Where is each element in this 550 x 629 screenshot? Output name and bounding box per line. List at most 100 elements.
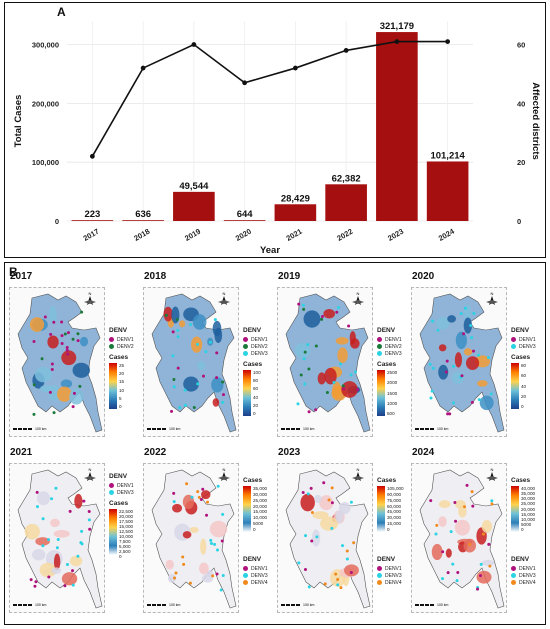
serotype-point xyxy=(50,497,54,501)
serotype-point xyxy=(213,542,217,546)
serotype-point xyxy=(35,505,39,509)
cases-title: Cases xyxy=(109,354,129,361)
serotype-point xyxy=(82,499,86,503)
bar-2020 xyxy=(223,220,266,221)
bar-label-2023: 321,179 xyxy=(380,21,414,32)
legend-item: DENV3 xyxy=(377,572,404,579)
serotype-point xyxy=(72,391,76,395)
serotype-point xyxy=(215,572,219,576)
panel-b: B 2017 N 100 km DENV DENV1 DENV2 Cases 25 20 15 10… xyxy=(4,262,546,625)
legend-item: DENV4 xyxy=(511,579,536,586)
serotype-point xyxy=(87,509,91,513)
colorbar-tick: 60 xyxy=(521,373,527,379)
legend-item: DENV3 xyxy=(109,489,134,496)
bar-label-2019: 49,544 xyxy=(179,181,209,192)
district-patch xyxy=(438,516,447,528)
legend-item: DENV2 xyxy=(377,343,402,350)
serotype-point xyxy=(330,486,334,490)
serotype-point xyxy=(29,578,33,582)
district-patch xyxy=(481,519,493,533)
serotype-point xyxy=(49,332,53,336)
x-tick-label: 2021 xyxy=(285,227,304,243)
district-patch xyxy=(72,362,91,378)
district-patch xyxy=(179,320,186,328)
colorbar-gradient xyxy=(377,370,385,416)
colorbar-tick: 500 xyxy=(387,411,395,416)
district-patch xyxy=(197,361,206,371)
north-label: N xyxy=(357,291,360,296)
serotype-point xyxy=(173,576,177,580)
district-map-svg: N xyxy=(151,291,237,433)
serotype-point xyxy=(195,342,199,346)
serotype-point xyxy=(478,574,482,578)
serotype-point xyxy=(322,481,326,485)
legend-dot xyxy=(377,573,382,578)
serotype-point xyxy=(188,581,192,585)
x-axis-title: Year xyxy=(260,245,280,256)
serotype-point xyxy=(445,359,449,363)
cases-title: Cases xyxy=(377,361,397,368)
colorbar-tick: 80 xyxy=(521,363,527,368)
scale-label: 100 km xyxy=(437,603,449,607)
cases-title: Cases xyxy=(511,477,531,484)
bar-2023 xyxy=(376,32,418,222)
legend-item: DENV1 xyxy=(377,336,402,343)
district-patch xyxy=(192,314,207,330)
serotype-point xyxy=(470,336,474,340)
serotype-point xyxy=(184,403,188,407)
x-tick-label: 2019 xyxy=(183,227,202,243)
legend-label: DENV3 xyxy=(251,350,268,357)
district-map: N xyxy=(9,287,105,437)
district-patch xyxy=(48,305,57,324)
colorbar-tick: 0 xyxy=(521,404,524,409)
district-patch xyxy=(172,503,183,513)
serotype-point xyxy=(472,311,476,315)
colorbar-tick: 10,000 xyxy=(521,516,536,522)
legend-label: DENV3 xyxy=(385,350,402,357)
scale-bar: 100 km xyxy=(415,603,448,607)
serotype-point xyxy=(339,586,343,590)
legend-label: DENV1 xyxy=(519,336,536,343)
serotype-point xyxy=(345,549,349,553)
colorbar-tick: 30,000 xyxy=(387,515,402,521)
bar-label-2022: 62,382 xyxy=(332,173,361,184)
serotype-point xyxy=(213,318,217,322)
serotype-point xyxy=(178,406,182,410)
colorbar-tick: 20 xyxy=(119,371,125,377)
serotype-point xyxy=(315,535,319,539)
serotype-point xyxy=(469,323,473,327)
serotype-point xyxy=(52,320,56,324)
serotype-point xyxy=(196,382,200,386)
map-year-title: 2021 xyxy=(10,447,33,458)
panel-a: A 223 636 49,544 644 28,429 62,382 321,179 101,… xyxy=(4,2,546,258)
colorbar-tick: 22,500 xyxy=(119,509,134,514)
serotype-point xyxy=(80,542,84,546)
serotype-point xyxy=(65,346,69,350)
serotype-point xyxy=(76,339,80,343)
district-patch xyxy=(324,367,337,385)
serotype-point xyxy=(489,392,493,396)
district-patch xyxy=(61,350,77,366)
legend-dot xyxy=(243,573,248,578)
north-arrow-icon xyxy=(352,296,364,305)
legend-label: DENV3 xyxy=(519,572,536,579)
colorbar-tick: 25,000 xyxy=(253,497,268,503)
serotype-point xyxy=(71,337,75,341)
district-patch xyxy=(167,573,177,583)
serotype-point xyxy=(215,376,219,380)
district-patch xyxy=(477,380,488,387)
serotype-point xyxy=(40,357,44,361)
bar-label-2017: 223 xyxy=(84,209,100,220)
serotype-point xyxy=(215,548,219,552)
colorbar-tick: 20 xyxy=(521,393,527,399)
serotype-point xyxy=(68,509,72,513)
line-point-2020 xyxy=(242,80,248,86)
colorbar-tick: 10,000 xyxy=(253,515,268,521)
colorbar-tick: 40,000 xyxy=(521,486,536,491)
serotype-point xyxy=(431,366,435,370)
serotype-point xyxy=(334,572,338,576)
district-patch xyxy=(200,538,207,555)
colorbar-tick: 25,000 xyxy=(521,501,536,507)
district-patch xyxy=(31,549,46,561)
serotype-point xyxy=(176,335,180,339)
